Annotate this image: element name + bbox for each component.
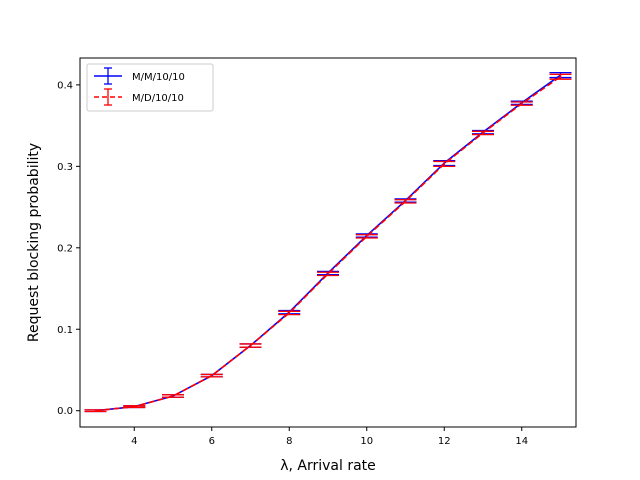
- x-tick-label: 8: [286, 436, 292, 447]
- y-tick-label: 0.0: [57, 406, 73, 417]
- y-axis-label: Request blocking probability: [26, 143, 42, 342]
- y-tick-label: 0.3: [57, 162, 73, 173]
- y-tick-label: 0.4: [57, 80, 73, 91]
- series-md: [84, 73, 572, 413]
- x-tick-label: 10: [360, 436, 373, 447]
- legend-label: M/D/10/10: [132, 93, 184, 104]
- series-line: [95, 76, 561, 412]
- series-layer: [84, 72, 572, 413]
- x-axis-label: λ, Arrival rate: [280, 458, 376, 474]
- y-tick-label: 0.1: [57, 325, 73, 336]
- x-tick-label: 6: [209, 436, 215, 447]
- x-tick-label: 12: [438, 436, 451, 447]
- y-axis-ticks: 0.0 0.1 0.2 0.3 0.4: [57, 80, 80, 417]
- legend-entries: M/M/10/10 M/D/10/10: [94, 67, 185, 106]
- y-tick-label: 0.2: [57, 243, 73, 254]
- legend: M/M/10/10 M/D/10/10: [86, 63, 214, 112]
- x-axis-ticks: 4 6 8 10 12 14: [131, 427, 528, 447]
- x-tick-label: 14: [515, 436, 528, 447]
- plot-area: [79, 57, 577, 428]
- x-tick-label: 4: [131, 436, 137, 447]
- legend-label: M/M/10/10: [132, 72, 185, 83]
